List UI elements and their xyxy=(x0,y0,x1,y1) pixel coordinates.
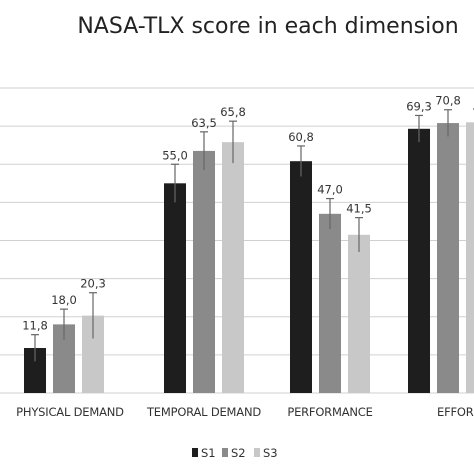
legend-label-s1: S1 xyxy=(201,446,216,460)
bar-s2-3 xyxy=(319,213,341,393)
error-bar xyxy=(355,217,363,252)
legend-label-s3: S3 xyxy=(263,446,278,460)
bar-s3-3 xyxy=(348,234,370,393)
error-bar xyxy=(31,334,39,362)
bar-s2-1 xyxy=(53,324,75,393)
data-label-s1-2: 55,0 xyxy=(162,148,188,162)
error-bar xyxy=(200,131,208,170)
bar-s1-4 xyxy=(408,128,430,393)
data-label-s2-1: 18,0 xyxy=(51,293,77,307)
legend-swatch-s2 xyxy=(222,448,228,457)
x-axis-label-2: TEMPORAL DEMAND xyxy=(146,405,261,419)
data-label-s3-1: 20,3 xyxy=(80,277,106,291)
data-label-s2-3: 47,0 xyxy=(317,183,343,197)
bar-s1-3 xyxy=(290,161,312,393)
error-bar xyxy=(229,120,237,164)
data-label-s1-3: 60,8 xyxy=(288,130,314,144)
x-axis-label-1: PHYSICAL DEMAND xyxy=(16,405,124,419)
error-bar xyxy=(415,114,423,143)
x-axis-label-3: PERFORMANCE xyxy=(287,405,372,419)
error-bar xyxy=(297,145,305,177)
x-axis-label-4: EFFOR xyxy=(437,405,474,419)
legend-swatch-s3 xyxy=(254,448,260,457)
legend-label-s2: S2 xyxy=(231,446,246,460)
error-bar xyxy=(326,197,334,230)
data-label-s3-2: 65,8 xyxy=(220,105,246,119)
bar-s3-1 xyxy=(82,315,104,393)
bar-s3-2 xyxy=(222,142,244,393)
data-label-s1-4: 69,3 xyxy=(406,99,432,113)
data-label-s2-4: 70,8 xyxy=(435,94,461,108)
bar-s1-1 xyxy=(24,348,46,393)
data-label-s2-2: 63,5 xyxy=(191,116,217,130)
bar-s1-2 xyxy=(164,183,186,393)
bar-s2-2 xyxy=(193,150,215,393)
legend: S1 S2 S3 xyxy=(192,446,278,460)
error-bar xyxy=(171,163,179,203)
bar-s2-4 xyxy=(437,123,459,393)
bars-group: 11,8 55,0 60,8 69,3 18,0 63,5 47,0 70,8 20,3 65,8… xyxy=(22,94,474,393)
chart-title: NASA-TLX score in each dimension xyxy=(77,14,458,39)
error-bar xyxy=(444,109,452,137)
error-bar xyxy=(89,292,97,339)
error-bar xyxy=(60,308,68,340)
legend-swatch-s1 xyxy=(192,448,198,457)
data-label-s1-1: 11,8 xyxy=(22,319,48,333)
bar-s3-4 xyxy=(466,122,474,393)
data-label-s3-3: 41,5 xyxy=(346,202,372,216)
